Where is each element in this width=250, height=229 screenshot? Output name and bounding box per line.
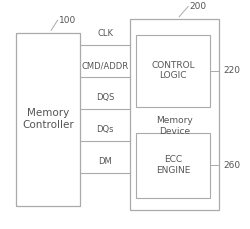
Text: DQs: DQs xyxy=(96,125,114,134)
Text: 260: 260 xyxy=(223,161,240,170)
Text: 100: 100 xyxy=(59,16,76,25)
Text: DQS: DQS xyxy=(96,93,114,102)
Text: Memory
Device: Memory Device xyxy=(156,116,193,136)
Text: 220: 220 xyxy=(223,66,240,75)
Bar xyxy=(130,19,220,210)
Text: Memory
Controller: Memory Controller xyxy=(22,108,74,130)
Text: DM: DM xyxy=(98,157,112,166)
Text: ECC
ENGINE: ECC ENGINE xyxy=(156,155,190,175)
Bar xyxy=(16,33,80,206)
Text: 200: 200 xyxy=(190,2,206,11)
Bar xyxy=(136,35,210,106)
Text: CMD/ADDR: CMD/ADDR xyxy=(82,61,129,70)
Text: CLK: CLK xyxy=(97,29,113,38)
Text: CONTROL
LOGIC: CONTROL LOGIC xyxy=(151,61,195,80)
Bar xyxy=(136,133,210,198)
